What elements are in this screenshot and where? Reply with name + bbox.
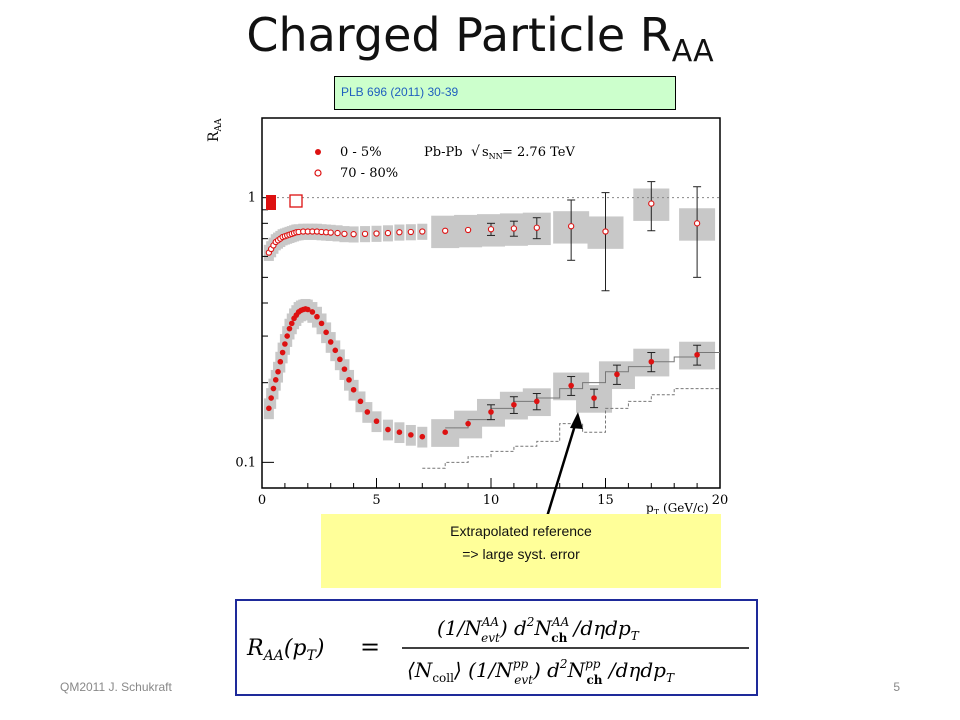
data-point-peripheral xyxy=(384,229,392,237)
data-point-peripheral xyxy=(533,224,540,231)
data-point-central xyxy=(465,420,471,427)
x-tick-label: 15 xyxy=(597,493,614,508)
data-point-peripheral xyxy=(327,229,334,236)
data-point-peripheral xyxy=(334,229,341,237)
note-line-2: => large syst. error xyxy=(462,546,580,562)
data-point-central xyxy=(323,329,329,336)
data-point-peripheral xyxy=(602,228,609,235)
reference-box: PLB 696 (2011) 30-39 xyxy=(334,76,676,110)
data-point-central xyxy=(346,377,352,383)
data-point-peripheral xyxy=(361,230,369,238)
formula-equals: = xyxy=(360,633,380,661)
footer-author: QM2011 J. Schukraft xyxy=(60,680,172,694)
ncoll-norm-central xyxy=(266,195,276,210)
note-line-1: Extrapolated reference xyxy=(450,523,592,539)
data-point-central xyxy=(419,433,426,440)
data-point-central xyxy=(534,398,540,405)
data-point-central xyxy=(488,409,494,415)
data-point-central xyxy=(442,429,448,435)
data-point-central xyxy=(314,313,320,320)
data-point-central xyxy=(591,395,597,401)
legend-title: Pb-Pb xyxy=(424,145,463,160)
raa-formula: RAA(pT) = (1/NAA evt) d2NAA ch /dηdpT ⟨Nco… xyxy=(235,599,758,696)
data-point-central xyxy=(341,366,348,372)
data-point-peripheral xyxy=(396,229,403,236)
data-point-central xyxy=(305,306,311,313)
legend-marker-central xyxy=(315,149,321,155)
data-point-central xyxy=(284,333,290,339)
data-point-central xyxy=(286,325,293,332)
data-point-central xyxy=(357,398,364,405)
data-point-peripheral xyxy=(648,200,655,207)
y-tick-label: 0.1 xyxy=(235,455,256,470)
data-point-central xyxy=(275,368,281,375)
data-point-central xyxy=(279,349,286,356)
x-tick-label: 0 xyxy=(258,493,266,508)
data-point-central xyxy=(614,371,620,378)
ncoll-norm-peripheral xyxy=(289,194,303,208)
data-point-peripheral xyxy=(419,228,426,235)
data-point-peripheral xyxy=(510,225,518,232)
data-point-central xyxy=(268,395,274,401)
annotation-arrow xyxy=(544,412,583,520)
reference-curve-dashed xyxy=(422,388,720,469)
reference-citation: PLB 696 (2011) 30-39 xyxy=(341,85,459,99)
data-point-central xyxy=(270,385,277,392)
data-point-peripheral xyxy=(407,228,414,236)
formula-numerator: (1/NAA evt) d2NAA ch /dηdpT xyxy=(437,615,640,645)
annotation-note: Extrapolated reference => large syst. er… xyxy=(321,514,721,588)
formula-lhs: RAA(pT) xyxy=(246,636,324,664)
data-point-central xyxy=(385,426,391,433)
data-point-central xyxy=(648,358,655,365)
x-tick-label: 5 xyxy=(372,493,380,508)
data-point-peripheral xyxy=(693,220,701,227)
data-point-central xyxy=(694,351,700,358)
data-point-central xyxy=(408,432,414,438)
data-point-central xyxy=(396,429,403,435)
data-point-central xyxy=(511,401,517,408)
data-point-peripheral xyxy=(464,226,472,234)
error-bars xyxy=(487,181,702,421)
data-point-central xyxy=(282,341,288,347)
data-point-central xyxy=(568,382,574,389)
legend-sqrt-symbol: √ xyxy=(471,144,480,160)
data-point-central xyxy=(364,409,371,415)
x-tick-label: 10 xyxy=(483,493,500,508)
data-point-central xyxy=(309,309,316,315)
raa-chart: 0 5 10 15 20 0.1 1 RAA pT (GeV/c) 0 - 5% 70 - 8… xyxy=(206,117,728,520)
legend-energy: = 2.76 TeV xyxy=(502,145,575,160)
data-point-central xyxy=(327,339,334,345)
page-number: 5 xyxy=(893,680,900,694)
legend-marker-peripheral xyxy=(314,169,322,177)
y-axis-label: RAA xyxy=(206,118,224,142)
data-point-central xyxy=(337,356,343,363)
data-point-central xyxy=(272,377,279,383)
axis-ticks: 0 5 10 15 20 0.1 1 xyxy=(235,191,728,508)
plot-frame xyxy=(261,117,721,489)
x-axis-label: pT (GeV/c) xyxy=(646,501,709,517)
data-point-peripheral xyxy=(442,227,449,234)
legend-label-peripheral: 70 - 80% xyxy=(340,166,398,181)
slide-title: Charged Particle RAA xyxy=(246,8,714,69)
data-point-central xyxy=(277,358,284,365)
data-points xyxy=(265,200,701,440)
data-point-peripheral xyxy=(341,230,348,238)
data-point-central xyxy=(266,405,272,412)
data-point-peripheral xyxy=(350,231,357,238)
data-point-central xyxy=(318,320,325,327)
data-point-central xyxy=(288,320,295,327)
data-point-central xyxy=(373,418,380,425)
data-point-peripheral xyxy=(487,226,495,233)
x-tick-label: 20 xyxy=(712,493,729,508)
y-tick-label: 1 xyxy=(248,191,256,206)
formula-denominator: ⟨Ncoll⟩ (1/Npp evt) d2Npp ch /dηdpT xyxy=(407,657,675,687)
data-point-central xyxy=(350,386,357,393)
data-point-peripheral xyxy=(373,230,380,237)
data-point-peripheral xyxy=(567,223,575,230)
legend-label-central: 0 - 5% xyxy=(340,145,382,160)
data-point-central xyxy=(332,347,339,354)
